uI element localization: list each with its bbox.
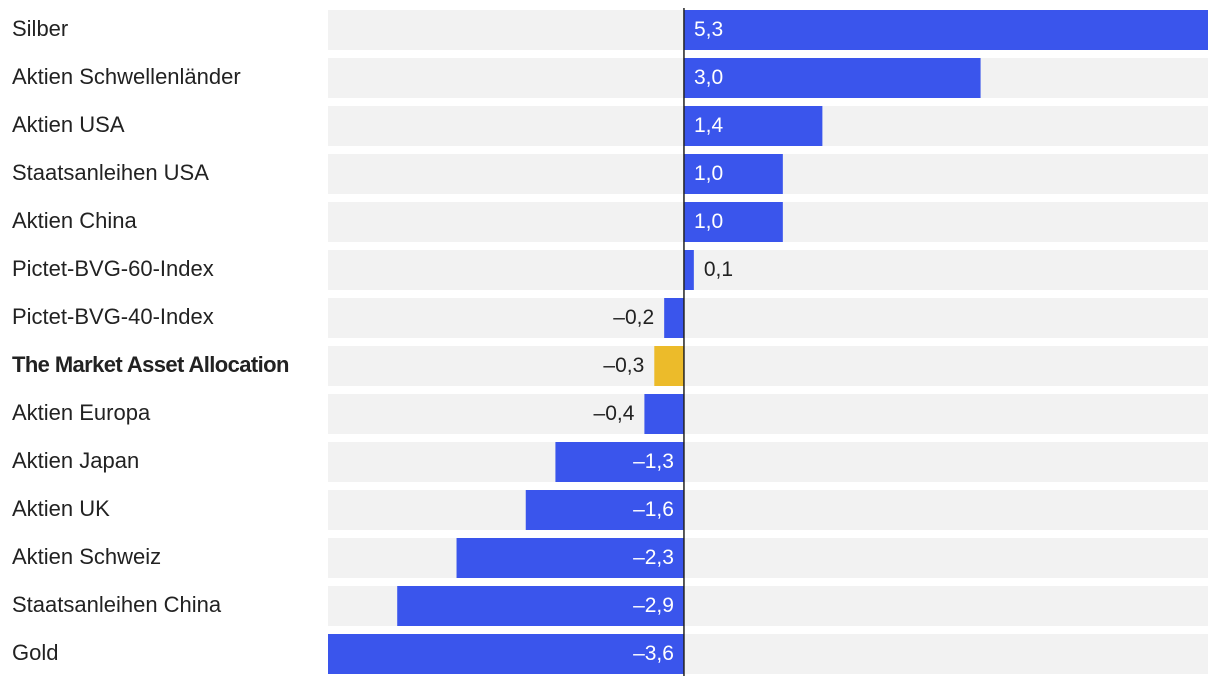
value-labels: 5,3 3,0 1,4 1,0 1,0 0,1 –0,2 –0,3 –0,4 –1,3 –1,6 –2… — [594, 18, 734, 665]
value-label-aktien-japan: –1,3 — [633, 450, 674, 473]
category-labels: Silber Aktien Schwellenländer Aktien USA St… — [12, 16, 290, 665]
category-label-silber: Silber — [12, 16, 68, 41]
bar-aktien-schwellenlaender — [683, 58, 981, 98]
category-label-staatsanleihen-usa: Staatsanleihen USA — [12, 160, 209, 185]
value-label-pictet-bvg-60-index: 0,1 — [704, 258, 733, 281]
category-label-staatsanleihen-china: Staatsanleihen China — [12, 592, 222, 617]
bar-aktien-schweiz — [456, 538, 684, 578]
value-label-aktien-schweiz: –2,3 — [633, 546, 674, 569]
category-label-aktien-schwellenlaender: Aktien Schwellenländer — [12, 64, 241, 89]
value-label-silber: 5,3 — [694, 18, 723, 41]
value-label-staatsanleihen-usa: 1,0 — [694, 162, 723, 185]
bar-track-pictet-bvg-40-index — [328, 298, 1208, 338]
category-label-the-market-asset-allocation: The Market Asset Allocation — [12, 352, 289, 377]
bar-pictet-bvg-40-index — [664, 298, 684, 338]
bar-the-market-asset-allocation — [654, 346, 684, 386]
value-label-aktien-uk: –1,6 — [633, 498, 674, 521]
bar-staatsanleihen-usa — [683, 154, 783, 194]
value-label-gold: –3,6 — [633, 642, 674, 665]
bar-series — [328, 10, 1208, 674]
bar-aktien-usa — [683, 106, 823, 146]
category-label-pictet-bvg-40-index: Pictet-BVG-40-Index — [12, 304, 214, 329]
bar-track-pictet-bvg-60-index — [328, 250, 1208, 290]
bar-gold — [328, 634, 684, 674]
value-label-pictet-bvg-40-index: –0,2 — [613, 306, 654, 329]
category-label-gold: Gold — [12, 640, 58, 665]
category-label-aktien-usa: Aktien USA — [12, 112, 125, 137]
bar-track-aktien-europa — [328, 394, 1208, 434]
value-label-aktien-china: 1,0 — [694, 210, 723, 233]
bar-pictet-bvg-60-index — [683, 250, 694, 290]
value-label-aktien-schwellenlaender: 3,0 — [694, 66, 723, 89]
value-label-the-market-asset-allocation: –0,3 — [603, 354, 644, 377]
category-label-pictet-bvg-60-index: Pictet-BVG-60-Index — [12, 256, 214, 281]
bar-track-aktien-japan — [328, 442, 1208, 482]
bar-aktien-japan — [555, 442, 684, 482]
bar-aktien-europa — [644, 394, 684, 434]
bar-track-aktien-uk — [328, 490, 1208, 530]
bar-staatsanleihen-china — [397, 586, 684, 626]
category-label-aktien-uk: Aktien UK — [12, 496, 110, 521]
bar-aktien-uk — [525, 490, 684, 530]
bar-silber — [683, 10, 1208, 50]
bar-aktien-china — [683, 202, 783, 242]
value-label-staatsanleihen-china: –2,9 — [633, 594, 674, 617]
category-label-aktien-japan: Aktien Japan — [12, 448, 139, 473]
category-label-aktien-china: Aktien China — [12, 208, 138, 233]
value-label-aktien-europa: –0,4 — [594, 402, 635, 425]
category-label-aktien-schweiz: Aktien Schweiz — [12, 544, 161, 569]
category-label-aktien-europa: Aktien Europa — [12, 400, 151, 425]
bar-track-the-market-asset-allocation — [328, 346, 1208, 386]
value-label-aktien-usa: 1,4 — [694, 114, 724, 137]
